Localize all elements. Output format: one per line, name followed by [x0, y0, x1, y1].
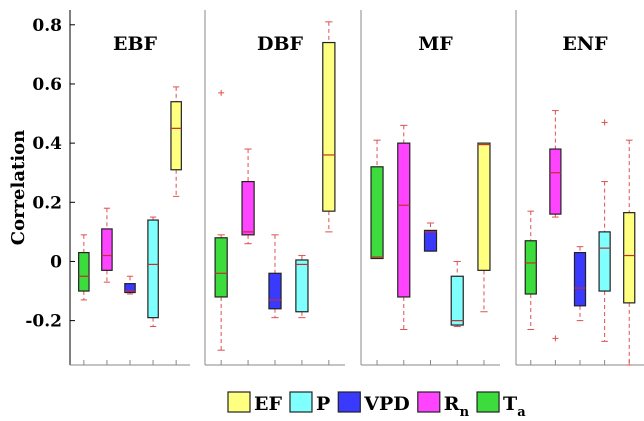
legend-swatch [289, 391, 313, 413]
box-iqr [214, 237, 228, 298]
box-iqr [370, 166, 384, 260]
y-tick-label: 0.2 [32, 193, 62, 213]
panel-title: DBF [257, 33, 304, 55]
y-axis: -0.2 0 0.2 0.4 0.6 0.8 Correlation [8, 10, 75, 365]
legend-label-subscript: a [517, 405, 526, 420]
panel-enf: ENF [515, 10, 644, 366]
panel-dbf: DBF [204, 10, 345, 366]
legend-item-vpd: VPD [337, 391, 410, 415]
box-ef [477, 142, 491, 365]
box-rn [549, 110, 562, 365]
legend-swatch [417, 391, 441, 413]
box-ta [214, 89, 228, 365]
y-axis-label: Correlation [8, 130, 29, 246]
box-p [295, 255, 309, 365]
legend-swatch [337, 391, 361, 413]
box-vpd [423, 222, 438, 365]
box-iqr [241, 180, 255, 236]
box-iqr [477, 142, 491, 271]
box-rn [397, 124, 411, 365]
box-iqr [397, 142, 411, 298]
box-iqr [268, 272, 282, 310]
legend-label: T [503, 393, 517, 415]
box-ef [623, 139, 636, 366]
box-ta [78, 234, 90, 365]
box-iqr [322, 41, 336, 212]
box-rn [101, 207, 113, 365]
y-tick-label: 0.6 [32, 75, 62, 95]
legend-label-subscript: n [460, 405, 470, 420]
legend-label: EF [254, 393, 282, 415]
box-ta [524, 210, 537, 365]
box-iqr [124, 283, 136, 294]
box-p [450, 260, 464, 365]
box-iqr [147, 219, 159, 319]
outlier-point [218, 89, 225, 96]
box-iqr [573, 251, 587, 307]
box-iqr [295, 259, 309, 313]
box-iqr [423, 229, 438, 252]
outlier-point [552, 335, 559, 342]
box-iqr [450, 275, 464, 326]
box-iqr [623, 212, 636, 304]
box-iqr [549, 148, 562, 215]
panel-mf: MF [360, 10, 500, 366]
box-ef [170, 86, 182, 365]
panel-title: EBF [113, 33, 158, 55]
box-ef [322, 21, 336, 365]
box-vpd [124, 275, 136, 365]
box-iqr [524, 240, 537, 295]
box-ta [370, 139, 384, 365]
legend-item-ef: EF [227, 391, 282, 415]
chart-panels: EBF DBF MF ENF [70, 10, 644, 366]
legend-label: R [444, 393, 460, 415]
legend-swatch [227, 391, 251, 413]
box-vpd [573, 246, 587, 365]
outlier-point [601, 119, 608, 126]
box-iqr [598, 231, 611, 292]
y-tick-label: 0.4 [32, 134, 62, 154]
legend-swatch [476, 391, 500, 413]
box-iqr [170, 101, 182, 171]
box-vpd [268, 234, 282, 365]
y-tick-label: 0 [50, 252, 62, 272]
box-iqr [101, 228, 113, 271]
legend-item-p: P [289, 391, 330, 415]
box-p [598, 119, 611, 365]
panel-title: ENF [562, 33, 608, 55]
y-tick-label: -0.2 [25, 312, 62, 332]
panel-title: MF [418, 33, 453, 55]
y-tick-label: 0.8 [32, 16, 62, 36]
legend-label: VPD [363, 393, 410, 415]
box-iqr [78, 251, 90, 292]
panel-ebf: EBF [70, 33, 190, 366]
box-rn [241, 148, 255, 365]
legend-label: P [316, 393, 330, 415]
box-p [147, 216, 159, 365]
